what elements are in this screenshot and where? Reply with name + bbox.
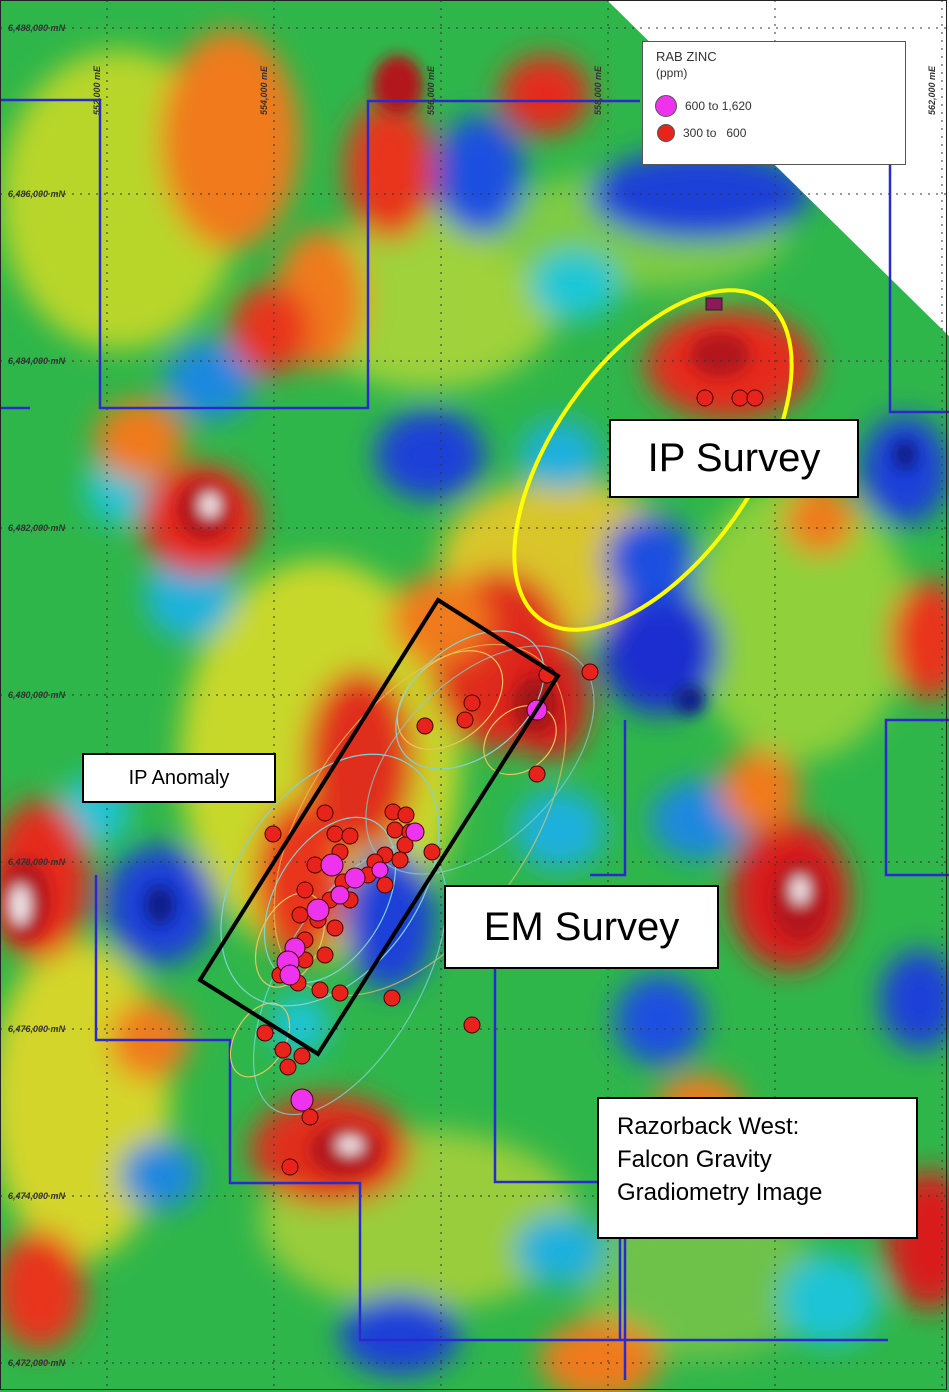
caption-line: Gradiometry Image xyxy=(617,1179,823,1206)
easting-label: 554,000 mE xyxy=(259,65,269,115)
caption-line: Falcon Gravity xyxy=(617,1146,772,1173)
em-survey-outline xyxy=(197,597,561,1057)
map-caption: Razorback West: Falcon Gravity Gradiomet… xyxy=(597,1097,918,1239)
northing-label: 6,484,000 mN xyxy=(8,356,66,366)
legend: RAB ZINC (ppm) 600 to 1,620 300 to 600 xyxy=(642,41,906,165)
northing-label: 6,486,000 mN xyxy=(8,189,66,199)
northing-label: 6,482,000 mN xyxy=(8,523,66,533)
northing-label: 6,472,000 mN xyxy=(8,1358,66,1368)
em-survey-label: EM Survey xyxy=(444,885,719,969)
caption-line: Razorback West: xyxy=(617,1113,800,1140)
ip-survey-outline xyxy=(512,288,794,632)
northing-labels: 6,488,000 mN 6,486,000 mN 6,484,000 mN 6… xyxy=(8,23,66,1368)
legend-row-high: 600 to 1,620 xyxy=(655,95,765,117)
legend-row-low: 300 to 600 xyxy=(655,124,765,142)
easting-label: 552,000 mE xyxy=(92,65,102,115)
northing-label: 6,478,000 mN xyxy=(8,857,66,867)
northing-label: 6,476,000 mN xyxy=(8,1024,66,1034)
ip-anomaly-label: IP Anomaly xyxy=(82,753,276,803)
easting-label: 556,000 mE xyxy=(426,65,436,115)
northing-label: 6,474,000 mN xyxy=(8,1191,66,1201)
ip-survey-label: IP Survey xyxy=(609,419,859,498)
easting-label: 558,000 mE xyxy=(593,65,603,115)
legend-low-label: 300 to 600 xyxy=(683,126,747,140)
red-circle-icon xyxy=(657,124,675,142)
legend-high-label: 600 to 1,620 xyxy=(685,99,752,113)
northing-label: 6,480,000 mN xyxy=(8,690,66,700)
northing-label: 6,488,000 mN xyxy=(8,23,66,33)
easting-labels: 552,000 mE 554,000 mE 556,000 mE 558,000… xyxy=(92,65,937,115)
magenta-circle-icon xyxy=(655,95,677,117)
legend-unit: (ppm) xyxy=(656,66,688,80)
rab-zinc-samples xyxy=(256,297,764,1176)
easting-label: 562,000 mE xyxy=(927,65,937,115)
legend-title: RAB ZINC xyxy=(656,49,717,64)
